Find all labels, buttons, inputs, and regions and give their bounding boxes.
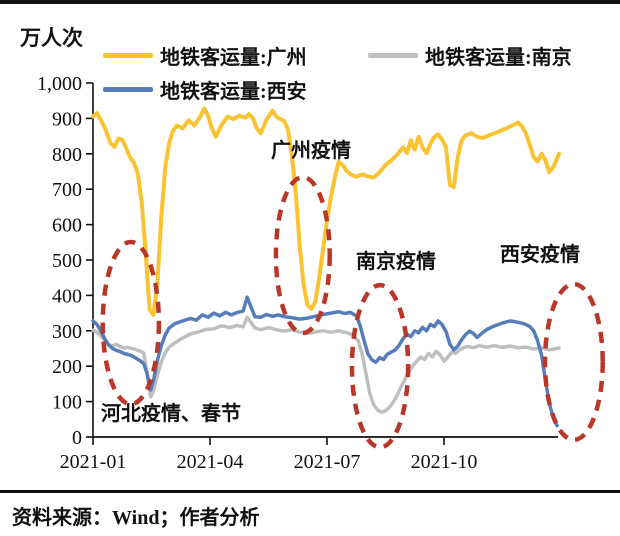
data-source-note: 资料来源：Wind；作者分析 (12, 507, 260, 529)
x-axis-tick-label: 2021-10 (411, 451, 478, 473)
y-axis-tick-label: 700 (52, 179, 82, 201)
y-axis-tick-label: 200 (52, 356, 82, 378)
y-axis-tick-label: 800 (52, 144, 82, 166)
annotation-label-1: 河北疫情、春节 (101, 401, 241, 425)
annotation-label-2: 广州疫情 (271, 138, 351, 162)
y-axis-unit-label: 万人次 (20, 26, 83, 50)
y-axis-tick-label: 500 (52, 250, 82, 272)
legend-swatch-guangzhou (103, 53, 153, 58)
y-axis-tick-label: 900 (52, 108, 82, 130)
legend-label-guangzhou: 地铁客运量:广州 (160, 47, 307, 69)
series-line-xian (91, 295, 559, 428)
series-line-guangzhou (91, 106, 561, 317)
y-axis-tick-label: 600 (52, 215, 82, 237)
x-axis-tick-label: 2021-04 (177, 451, 244, 473)
legend-swatch-xian (103, 87, 153, 92)
line-chart-plot-area: 0 100 200 300 400 500 600 700 800 900 1,000 2021-01… (37, 73, 605, 473)
epidemic-ellipse-3 (349, 282, 411, 450)
annotation-label-3: 南京疫情 (356, 249, 436, 273)
top-border-rule (0, 0, 620, 4)
legend-label-xian: 地铁客运量:西安 (160, 81, 307, 103)
legend-item-xian: 地铁客运量:西安 (103, 75, 307, 104)
x-axis-tick-label: 2021-01 (60, 451, 127, 473)
annotation-label-4: 西安疫情 (500, 242, 580, 266)
series-line-nanjing (91, 315, 561, 414)
epidemic-ellipse-1 (100, 239, 162, 407)
y-axis-tick-label: 0 (72, 427, 82, 449)
legend-item-guangzhou: 地铁客运量:广州 (103, 41, 307, 70)
legend-label-nanjing: 地铁客运量:南京 (425, 47, 572, 69)
y-axis-tick-label: 100 (52, 392, 82, 414)
legend-item-nanjing: 地铁客运量:南京 (368, 41, 572, 70)
footer-divider-rule (0, 490, 620, 493)
y-axis-tick-label: 400 (52, 285, 82, 307)
x-axis-tick-label: 2021-07 (294, 451, 361, 473)
epidemic-ellipse-4 (542, 281, 605, 443)
y-axis-tick-label: 1,000 (37, 73, 82, 95)
epidemic-ellipse-2 (273, 174, 332, 336)
y-axis-tick-label: 300 (52, 321, 82, 343)
legend-swatch-nanjing (368, 53, 418, 58)
